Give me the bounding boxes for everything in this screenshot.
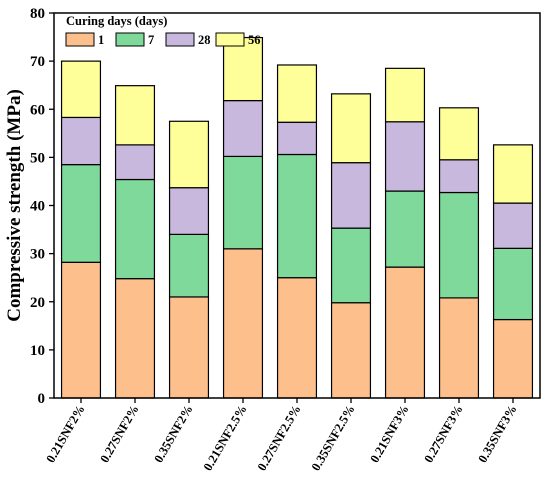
x-category-label: 0.27SNF2.5% — [255, 403, 304, 474]
legend-label-7: 7 — [148, 33, 154, 47]
bar-segment-1d — [492, 318, 534, 399]
bar-segment-1d — [168, 296, 210, 399]
y-tick-label: 20 — [30, 295, 45, 311]
bar-segment-1d — [438, 297, 480, 399]
legend-swatch-28 — [165, 32, 195, 47]
y-tick-label: 40 — [30, 199, 45, 215]
x-category-label: 0.21SNF2% — [43, 403, 87, 466]
bar-segment-7d — [60, 163, 102, 263]
legend: Curing days (days) 1 7 28 56 — [65, 14, 261, 47]
y-tick-label: 70 — [30, 54, 45, 70]
bar-segment-7d — [276, 153, 318, 279]
bar-segment-1d — [222, 248, 264, 399]
x-category-label: 0.21SNF2.5% — [201, 403, 250, 474]
bar-segment-1d — [384, 266, 426, 399]
bar-segment-56d — [384, 67, 426, 123]
x-category-label: 0.27SNF3% — [421, 403, 465, 466]
bar-segment-56d — [168, 120, 210, 189]
bar-segment-56d — [222, 36, 264, 102]
legend-swatch-1 — [65, 32, 95, 47]
bar-segment-28d — [330, 162, 372, 229]
bar-segment-28d — [168, 187, 210, 235]
x-category-label: 0.27SNF2% — [97, 403, 141, 466]
y-tick-label: 80 — [30, 6, 45, 22]
x-category-label: 0.35SNF2% — [151, 403, 195, 466]
x-category-label: 0.21SNF3% — [367, 403, 411, 466]
bar-segment-1d — [276, 277, 318, 399]
bar-segment-56d — [114, 85, 156, 146]
bar-segment-56d — [60, 60, 102, 119]
bar-segment-28d — [438, 159, 480, 194]
x-category-label: 0.35SNF2.5% — [309, 403, 358, 474]
y-tick-label: 0 — [38, 391, 46, 407]
bar-segment-7d — [222, 155, 264, 250]
bar-segment-7d — [330, 227, 372, 304]
legend-title: Curing days (days) — [66, 14, 167, 28]
y-tick-label: 30 — [30, 247, 45, 263]
legend-swatch-56 — [215, 32, 245, 47]
y-tick-label: 50 — [30, 150, 45, 166]
bars-layer — [60, 36, 534, 399]
legend-label-1: 1 — [98, 33, 104, 47]
bar-segment-7d — [438, 191, 480, 299]
bar-segment-56d — [438, 107, 480, 161]
y-tick-label: 60 — [30, 102, 45, 118]
bar-segment-28d — [222, 99, 264, 158]
bar-segment-56d — [492, 144, 534, 204]
bar-segment-7d — [168, 233, 210, 298]
y-axis-title: Compressive strength (MPa) — [4, 89, 25, 322]
plot-frame — [53, 12, 541, 399]
x-category-label: 0.35SNF3% — [475, 403, 519, 466]
legend-label-28: 28 — [198, 33, 211, 47]
bar-segment-7d — [114, 178, 156, 280]
bar-segment-1d — [114, 278, 156, 399]
y-tick-label: 10 — [30, 343, 45, 359]
bar-segment-56d — [330, 93, 372, 164]
x-axis-categories: 0.21SNF2% 0.27SNF2% 0.35SNF2% 0.21SNF2.5% 0.… — [43, 398, 520, 474]
bar-segment-56d — [276, 64, 318, 123]
legend-swatch-7 — [115, 32, 145, 47]
legend-label-56: 56 — [248, 33, 261, 47]
bar-segment-28d — [114, 144, 156, 181]
bar-segment-1d — [60, 261, 102, 399]
bar-segment-28d — [492, 202, 534, 249]
bar-segment-28d — [276, 121, 318, 156]
bar-segment-28d — [60, 116, 102, 166]
bar-segment-1d — [330, 302, 372, 399]
bar-segment-28d — [384, 121, 426, 192]
bar-segment-7d — [492, 247, 534, 321]
y-axis-ticks: 0 10 20 30 40 50 60 70 80 — [30, 6, 54, 407]
bar-segment-7d — [384, 190, 426, 268]
